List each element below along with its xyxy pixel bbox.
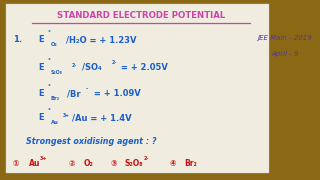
Text: E: E <box>38 35 44 44</box>
Text: = + 2.05V: = + 2.05V <box>118 63 168 72</box>
Text: Au: Au <box>29 159 40 168</box>
Text: O₂: O₂ <box>83 159 93 168</box>
Text: °: ° <box>47 108 50 113</box>
Text: Strongest oxidising agent : ?: Strongest oxidising agent : ? <box>26 137 156 146</box>
Text: °: ° <box>47 58 50 63</box>
Text: E: E <box>38 113 44 122</box>
Text: 2-: 2- <box>111 60 116 66</box>
Text: 2-: 2- <box>72 63 77 68</box>
Text: 1.: 1. <box>13 35 22 44</box>
Text: /H₂O = + 1.23V: /H₂O = + 1.23V <box>66 35 136 44</box>
Text: /Br: /Br <box>67 89 81 98</box>
Text: JEE Main - 2019: JEE Main - 2019 <box>257 35 312 41</box>
Text: °: ° <box>47 84 50 89</box>
Text: /SO₄: /SO₄ <box>82 63 101 72</box>
Text: = + 1.09V: = + 1.09V <box>91 89 140 98</box>
Text: S₂O₈: S₂O₈ <box>125 159 143 168</box>
FancyBboxPatch shape <box>6 4 269 173</box>
Text: STANDARD ELECTRODE POTENTIAL: STANDARD ELECTRODE POTENTIAL <box>57 11 225 20</box>
Text: ②: ② <box>69 159 75 168</box>
Text: /Au = + 1.4V: /Au = + 1.4V <box>72 113 132 122</box>
Text: Br₂: Br₂ <box>184 159 197 168</box>
Text: ①: ① <box>13 159 19 168</box>
Text: E: E <box>38 89 44 98</box>
Text: April - 9: April - 9 <box>271 51 299 57</box>
Text: 2-: 2- <box>143 156 149 161</box>
Text: Au: Au <box>51 120 59 125</box>
Text: ③: ③ <box>110 159 117 168</box>
Text: ④: ④ <box>170 159 176 168</box>
Text: 3+: 3+ <box>40 156 47 161</box>
Text: Br₂: Br₂ <box>51 96 60 101</box>
Text: 3+: 3+ <box>63 113 69 118</box>
Text: O₂: O₂ <box>51 42 57 47</box>
Text: S₂O₈: S₂O₈ <box>51 70 62 75</box>
Text: °: ° <box>47 30 50 35</box>
Text: E: E <box>38 63 44 72</box>
Text: -: - <box>86 87 88 92</box>
